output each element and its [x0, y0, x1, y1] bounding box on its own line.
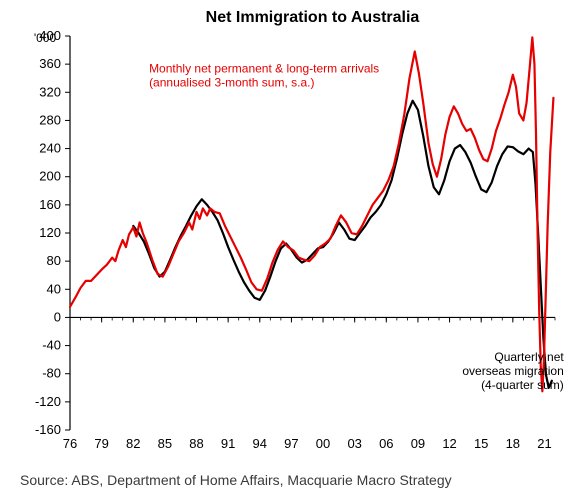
legend-quarterly: overseas migration	[462, 364, 563, 378]
series-quarterly	[133, 101, 552, 388]
legend-monthly: (annualised 3-month sum, s.a.)	[149, 76, 314, 90]
chart-title: Net Immigration to Australia	[206, 9, 420, 26]
y-tick-label: 200	[39, 169, 61, 184]
x-tick-label: 91	[221, 436, 235, 451]
y-tick-label: 320	[39, 84, 61, 99]
source-note: Source: ABS, Department of Home Affairs,…	[20, 472, 452, 488]
y-tick-label: 360	[39, 56, 61, 71]
legend-quarterly: (4-quarter sum)	[481, 378, 564, 392]
x-tick-label: 03	[347, 436, 361, 451]
x-tick-label: 21	[537, 436, 551, 451]
x-tick-label: 94	[253, 436, 267, 451]
y-tick-label: -80	[42, 366, 61, 381]
x-tick-label: 85	[158, 436, 172, 451]
y-tick-label: 160	[39, 197, 61, 212]
y-tick-label: -160	[35, 422, 61, 437]
line-chart: Net Immigration to Australia'000-160-120…	[0, 0, 580, 503]
series-monthly	[70, 37, 553, 391]
y-tick-label: 280	[39, 112, 61, 127]
y-tick-label: -120	[35, 394, 61, 409]
legend-quarterly: Quarterly net	[494, 350, 564, 364]
x-tick-label: 18	[506, 436, 520, 451]
x-tick-label: 15	[474, 436, 488, 451]
x-tick-label: 76	[63, 436, 77, 451]
x-tick-label: 82	[126, 436, 140, 451]
y-tick-label: 40	[47, 281, 61, 296]
x-tick-label: 97	[284, 436, 298, 451]
x-tick-label: 00	[316, 436, 330, 451]
y-tick-label: 120	[39, 225, 61, 240]
x-tick-label: 79	[94, 436, 108, 451]
y-tick-label: 80	[47, 253, 61, 268]
y-tick-label: 400	[39, 28, 61, 43]
y-tick-label: -40	[42, 338, 61, 353]
chart-container: { "chart": { "type": "line", "width": 58…	[0, 0, 580, 503]
y-tick-label: 240	[39, 141, 61, 156]
x-tick-label: 09	[411, 436, 425, 451]
legend-monthly: Monthly net permanent & long-term arriva…	[149, 62, 379, 76]
x-tick-label: 88	[189, 436, 203, 451]
y-tick-label: 0	[54, 309, 61, 324]
x-tick-label: 12	[442, 436, 456, 451]
x-tick-label: 06	[379, 436, 393, 451]
